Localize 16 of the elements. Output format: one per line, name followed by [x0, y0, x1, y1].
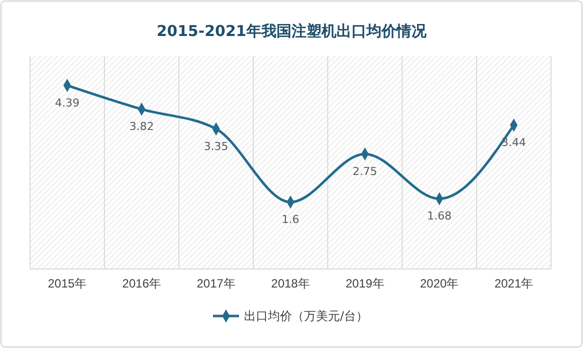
x-tick-label: 2019年 — [346, 276, 384, 291]
data-label: 4.39 — [54, 96, 80, 110]
x-tick-label: 2016年 — [122, 276, 161, 291]
x-tick-label: 2017年 — [196, 276, 236, 291]
data-label: 2.75 — [352, 164, 378, 178]
data-label: 1.68 — [427, 210, 452, 223]
data-label: 3.35 — [204, 140, 228, 153]
data-label: 3.82 — [129, 120, 154, 134]
x-tick-label: 2018年 — [271, 276, 310, 291]
x-tick-label: 2020年 — [420, 276, 459, 291]
x-tick-label: 2021年 — [494, 276, 534, 291]
chart-title: 2015-2021年我国注塑机出口均价情况 — [156, 22, 428, 40]
legend-label: 出口均价（万美元/台） — [244, 309, 368, 323]
data-label: 3.44 — [502, 136, 526, 150]
x-tick-label: 2015年 — [48, 276, 87, 291]
data-label: 1.6 — [282, 213, 300, 226]
